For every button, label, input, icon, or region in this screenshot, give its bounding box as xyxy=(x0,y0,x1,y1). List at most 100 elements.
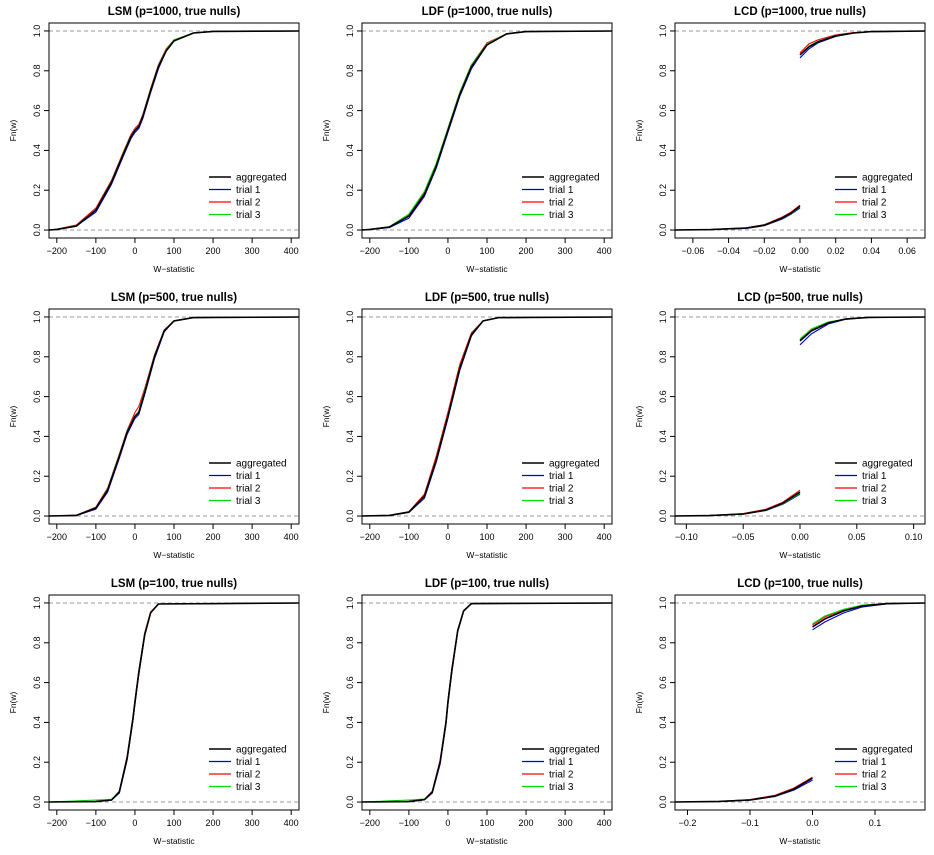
y-axis-label: Fn(w) xyxy=(8,405,18,427)
plot-frame xyxy=(674,594,926,811)
y-tick-label: 0.0 xyxy=(345,510,355,523)
y-tick-label: 0.2 xyxy=(658,184,668,197)
plot-frame xyxy=(361,22,613,239)
legend-label: aggregated xyxy=(549,173,600,184)
legend-label: trial 2 xyxy=(549,770,574,781)
x-tick-label: 300 xyxy=(558,246,573,256)
legend-label: aggregated xyxy=(862,745,913,756)
legend-label: trial 3 xyxy=(549,782,574,793)
y-tick-label: 0.8 xyxy=(658,637,668,650)
legend-label: aggregated xyxy=(862,173,913,184)
x-tick-label: 0.10 xyxy=(905,532,923,542)
legend-label: trial 1 xyxy=(236,757,261,768)
y-tick-label: 0.0 xyxy=(658,510,668,523)
legend-label: trial 1 xyxy=(236,185,261,196)
y-tick-label: 0.4 xyxy=(345,716,355,729)
y-axis-label: Fn(w) xyxy=(321,405,331,427)
series-line-aggregated xyxy=(48,602,300,803)
series-line-trial-3 xyxy=(674,316,926,517)
legend-label: trial 3 xyxy=(549,496,574,507)
x-tick-label: 0 xyxy=(132,532,137,542)
series-line-aggregated xyxy=(361,30,613,231)
legend-label: trial 1 xyxy=(549,757,574,768)
legend-label: trial 1 xyxy=(862,185,887,196)
legend-label: trial 2 xyxy=(549,198,574,209)
series-line-trial-1 xyxy=(361,30,613,231)
series-line-trial-1 xyxy=(674,30,926,231)
x-tick-label: 100 xyxy=(479,532,494,542)
x-tick-label: 300 xyxy=(245,246,260,256)
x-axis-label: W−statistic xyxy=(779,550,821,560)
y-tick-label: 1.0 xyxy=(32,311,42,324)
x-tick-label: 0.02 xyxy=(827,246,845,256)
x-axis-label: W−statistic xyxy=(466,264,508,274)
y-tick-label: 0.6 xyxy=(658,104,668,117)
y-axis-label: Fn(w) xyxy=(634,119,644,141)
legend-label: trial 2 xyxy=(862,770,887,781)
x-tick-label: 300 xyxy=(245,818,260,828)
chart-panel-3: LCD (p=1000, true nulls) −0.06 −0.04 −0.02 0… xyxy=(634,6,926,274)
legend-label: aggregated xyxy=(549,459,600,470)
chart-panel-2: LDF (p=1000, true nulls) −200 −100 0 100 200 3… xyxy=(321,6,613,274)
x-tick-label: −200 xyxy=(47,246,67,256)
x-tick-label: 100 xyxy=(166,532,181,542)
plot-frame xyxy=(361,308,613,525)
y-tick-label: 0.8 xyxy=(658,351,668,364)
y-tick-label: 1.0 xyxy=(658,311,668,324)
y-tick-label: 1.0 xyxy=(32,25,42,38)
series-line-trial-2 xyxy=(361,316,613,517)
x-tick-label: 100 xyxy=(166,818,181,828)
x-tick-label: 100 xyxy=(166,246,181,256)
legend-label: trial 3 xyxy=(236,782,261,793)
y-axis-label: Fn(w) xyxy=(8,691,18,713)
y-axis-label: Fn(w) xyxy=(321,119,331,141)
x-tick-label: −0.2 xyxy=(679,818,697,828)
y-tick-label: 0.2 xyxy=(345,470,355,483)
y-tick-label: 0.6 xyxy=(32,676,42,689)
y-tick-label: 0.4 xyxy=(345,430,355,443)
x-tick-label: −100 xyxy=(86,818,106,828)
plot-frame xyxy=(48,22,300,239)
legend-label: aggregated xyxy=(236,459,287,470)
x-tick-label: −200 xyxy=(360,532,380,542)
x-tick-label: 200 xyxy=(519,532,534,542)
x-tick-label: 100 xyxy=(479,818,494,828)
y-tick-label: 0.6 xyxy=(658,676,668,689)
legend-label: trial 2 xyxy=(549,484,574,495)
x-tick-label: −0.06 xyxy=(681,246,704,256)
chart-title: LDF (p=500, true nulls) xyxy=(425,292,549,304)
series-line-trial-2 xyxy=(48,30,300,231)
chart-title: LSM (p=100, true nulls) xyxy=(111,578,237,590)
x-tick-label: 400 xyxy=(597,246,612,256)
series-line-trial-3 xyxy=(361,30,613,231)
chart-title: LCD (p=500, true nulls) xyxy=(737,292,863,304)
x-tick-label: 200 xyxy=(519,246,534,256)
legend-label: aggregated xyxy=(862,459,913,470)
legend-label: trial 3 xyxy=(236,210,261,221)
series-line-trial-3 xyxy=(48,30,300,231)
series-line-trial-2 xyxy=(361,30,613,231)
series-line-aggregated xyxy=(48,30,300,231)
x-axis-label: W−statistic xyxy=(779,836,821,846)
series-line-aggregated xyxy=(674,602,926,803)
legend-label: trial 3 xyxy=(862,210,887,221)
y-tick-label: 0.6 xyxy=(345,104,355,117)
x-tick-label: 0.0 xyxy=(806,818,819,828)
x-tick-label: −0.1 xyxy=(741,818,759,828)
y-tick-label: 0.4 xyxy=(345,144,355,157)
series-line-aggregated xyxy=(674,316,926,517)
y-tick-label: 1.0 xyxy=(658,597,668,610)
x-tick-label: −200 xyxy=(360,818,380,828)
x-tick-label: 200 xyxy=(206,818,221,828)
x-axis-label: W−statistic xyxy=(466,550,508,560)
y-tick-label: 0.0 xyxy=(32,224,42,237)
chart-title: LCD (p=100, true nulls) xyxy=(737,578,863,590)
series-line-trial-2 xyxy=(48,602,300,803)
x-tick-label: 200 xyxy=(206,532,221,542)
legend-label: trial 3 xyxy=(862,496,887,507)
x-tick-label: 300 xyxy=(245,532,260,542)
plot-frame xyxy=(361,594,613,811)
